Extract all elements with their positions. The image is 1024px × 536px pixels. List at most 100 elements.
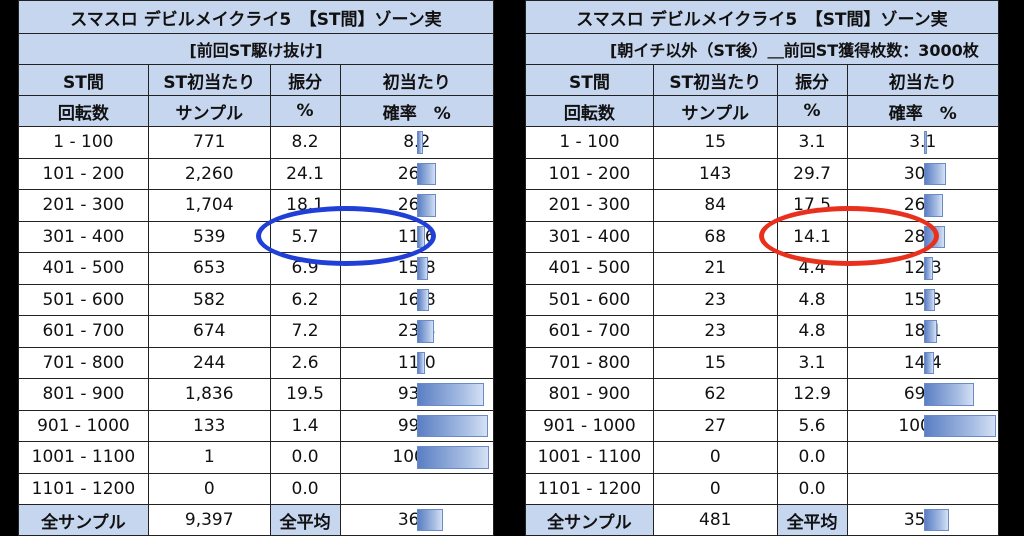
share-cell: 17.5 — [776, 189, 848, 222]
share-cell: 2.6 — [269, 346, 341, 379]
rate-cell: 14.4 — [846, 346, 999, 379]
samples-cell: 84 — [652, 189, 778, 222]
samples-cell: 21 — [652, 252, 778, 285]
share-cell: 0.0 — [269, 441, 341, 474]
rate-bar — [416, 131, 423, 154]
range-cell: 401 - 500 — [525, 252, 654, 285]
left-table-title: スマスロ デビルメイクライ5 【ST間】ゾーン実 — [18, 0, 494, 34]
samples-cell: 244 — [147, 346, 271, 379]
header-rate-2: 確率 % — [846, 95, 999, 127]
rate-bar — [923, 383, 974, 406]
rate-cell: 8.2 — [339, 126, 494, 159]
rate-bar — [923, 194, 943, 217]
rate-bar — [416, 257, 428, 280]
header-share-2: % — [776, 95, 848, 127]
share-cell: 18.1 — [269, 189, 341, 222]
range-cell: 1101 - 1200 — [525, 472, 654, 505]
samples-cell: 653 — [147, 252, 271, 285]
samples-cell: 539 — [147, 220, 271, 253]
header-share-1: 振分 — [269, 64, 341, 96]
range-cell: 801 - 900 — [525, 378, 654, 411]
share-cell: 8.2 — [269, 126, 341, 159]
range-cell: 801 - 900 — [18, 378, 149, 411]
rate-cell: 26.2 — [339, 157, 494, 190]
rate-bar — [923, 225, 945, 248]
total-samples: 9,397 — [147, 504, 271, 536]
rate-cell: 11.6 — [339, 220, 494, 253]
rate-bar — [416, 383, 484, 406]
rate-bar — [416, 446, 489, 469]
rate-value: 3.1 — [888, 132, 958, 152]
header-rate-1: 初当たり — [339, 64, 494, 96]
share-cell: 12.9 — [776, 378, 848, 411]
share-cell: 1.4 — [269, 409, 341, 442]
share-cell: 19.5 — [269, 378, 341, 411]
range-cell: 401 - 500 — [18, 252, 149, 285]
rate-cell: 69.7 — [846, 378, 999, 411]
rate-cell: 15.8 — [339, 252, 494, 285]
header-samples-2: サンプル — [652, 95, 778, 127]
table-row: 1101 - 1200 0 0.0 — [18, 472, 494, 505]
rate-cell: 93.2 — [339, 378, 494, 411]
rate-cell: 23.3 — [339, 315, 494, 348]
rate-cell: 26.8 — [339, 189, 494, 222]
rate-bar — [923, 509, 949, 531]
share-cell: 0.0 — [269, 472, 341, 505]
header-rate-1: 初当たり — [846, 64, 999, 96]
right-table-title: スマスロ デビルメイクライ5 【ST間】ゾーン実 — [525, 0, 999, 34]
samples-cell: 582 — [147, 283, 271, 316]
rate-cell: 100.0 — [339, 441, 494, 474]
header-samples-1: ST初当たり — [652, 64, 778, 96]
header-samples-2: サンプル — [147, 95, 271, 127]
header-rate-2: 確率 % — [339, 95, 494, 127]
samples-cell: 1,836 — [147, 378, 271, 411]
samples-cell: 771 — [147, 126, 271, 159]
range-cell: 1001 - 1100 — [525, 441, 654, 474]
rate-bar — [923, 414, 996, 437]
table-row: 1101 - 1200 0 0.0 — [525, 472, 999, 505]
rate-cell: 100.0 — [846, 409, 999, 442]
rate-cell: 15.3 — [846, 283, 999, 316]
range-cell: 1001 - 1100 — [18, 441, 149, 474]
samples-cell: 27 — [652, 409, 778, 442]
range-cell: 1101 - 1200 — [18, 472, 149, 505]
range-cell: 901 - 1000 — [18, 409, 149, 442]
share-cell: 14.1 — [776, 220, 848, 253]
rate-cell: 16.8 — [339, 283, 494, 316]
header-range-1: ST間 — [525, 64, 654, 96]
rate-cell: 3.1 — [846, 126, 999, 159]
header-range-2: 回転数 — [525, 95, 654, 127]
header-share-2: % — [269, 95, 341, 127]
samples-cell: 15 — [652, 126, 778, 159]
share-cell: 24.1 — [269, 157, 341, 190]
share-cell: 7.2 — [269, 315, 341, 348]
total-samples: 481 — [652, 504, 778, 536]
rate-bar — [416, 162, 436, 185]
total-label: 全サンプル — [18, 504, 149, 536]
total-avg-label: 全平均 — [269, 504, 341, 536]
range-cell: 201 - 300 — [18, 189, 149, 222]
range-cell: 701 - 800 — [18, 346, 149, 379]
samples-cell: 0 — [652, 441, 778, 474]
range-cell: 1 - 100 — [18, 126, 149, 159]
header-share-1: 振分 — [776, 64, 848, 96]
total-label: 全サンプル — [525, 504, 654, 536]
rate-cell — [846, 472, 999, 505]
rate-cell: 26.0 — [846, 189, 999, 222]
rate-cell: 30.7 — [846, 157, 999, 190]
left-table-subtitle: [前回ST駆け抜け] — [18, 33, 494, 65]
samples-cell: 0 — [652, 472, 778, 505]
total-avg-label: 全平均 — [776, 504, 848, 536]
samples-cell: 23 — [652, 315, 778, 348]
share-cell: 6.2 — [269, 283, 341, 316]
